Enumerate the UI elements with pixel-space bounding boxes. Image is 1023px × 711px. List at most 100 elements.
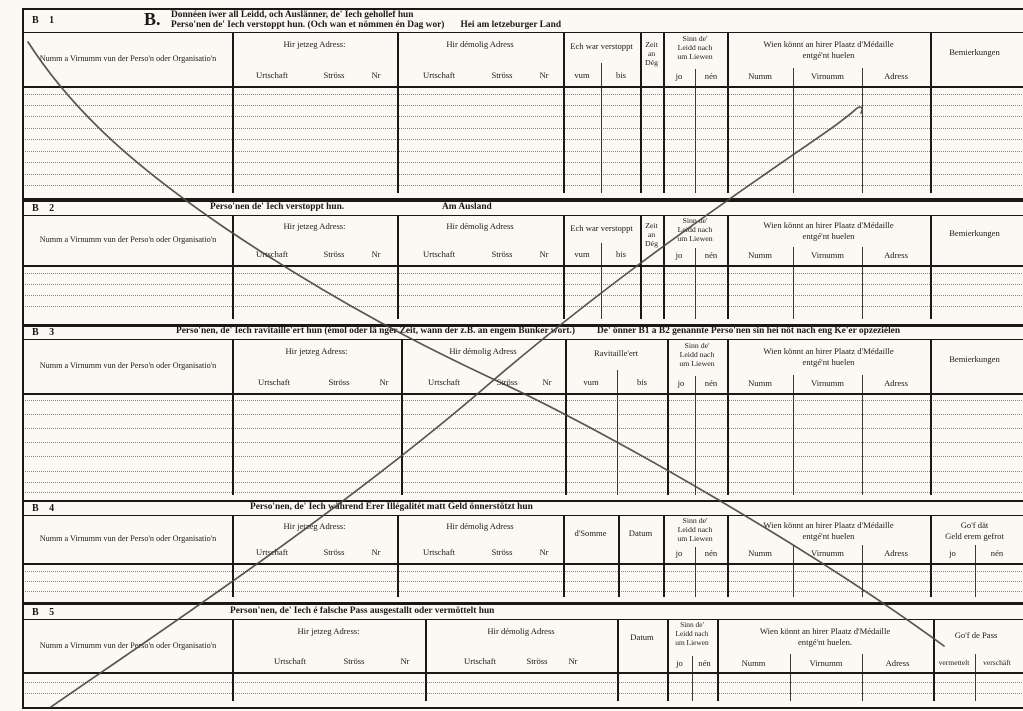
column-divider: [930, 565, 932, 597]
b1-title-line1: Donnéen iwer all Leidd, och Auslänner, d…: [171, 10, 414, 20]
column-divider: [232, 88, 234, 193]
column-divider: [930, 88, 932, 193]
sinn-l3: um Liewen: [677, 51, 713, 61]
b5-demolig-stross: Ströss: [526, 656, 548, 666]
sub-divider: [975, 674, 976, 701]
dotted-line: [25, 105, 1022, 106]
b4-demolig-stross: Ströss: [491, 547, 513, 557]
column-divider: [232, 267, 234, 319]
b5-demolig-urtschaft: Urtschaft: [464, 656, 496, 666]
sub-divider: [862, 88, 863, 193]
dotted-line: [25, 442, 1022, 443]
b1-title-line2: Perso'nen de' Iech verstoppt hun. (Och w…: [171, 20, 561, 30]
sub-divider: [975, 654, 976, 672]
b2-jetzeg-stross: Ströss: [323, 249, 345, 259]
b3-jo: jo: [677, 378, 685, 388]
b2-jo: jo: [675, 250, 683, 260]
b3-col-demolig: Hir démolig Adress: [449, 346, 517, 356]
b3-col-bemierkungen: Bemierkungen: [949, 354, 1000, 364]
sinn-l3: um Liewen: [677, 233, 713, 243]
sub-divider: [617, 395, 618, 495]
b4-gof-l2: Geld erem gefrot: [945, 531, 1004, 541]
b3-col-name: Numm a Virnumm vun der Perso'n oder Orga…: [39, 361, 217, 370]
b3-header-row: Numm a Virnumm vun der Perso'n oder Orga…: [24, 340, 1023, 395]
b5-wien-adress: Adress: [885, 658, 910, 668]
b3-title-part1: Perso'nen, de' Iech ravitaille'ert hun (…: [176, 326, 576, 336]
b4-gof-jo: jo: [949, 548, 956, 558]
column-divider: [397, 88, 399, 193]
sub-divider: [862, 674, 863, 701]
b1-wien-adress: Adress: [884, 71, 908, 81]
b4-header-row: Numm a Virnumm vun der Perso'n oder Orga…: [24, 516, 1023, 565]
section-b5: B 5 Person'nen, de' Iech é falsche Pass …: [22, 603, 1023, 709]
b5-demolig-nr: Nr: [568, 656, 578, 666]
b4-jetzeg-stross: Ströss: [323, 547, 345, 557]
wien-l2: entgé'nt huelen: [802, 357, 855, 367]
b5-title-band: B 5 Person'nen, de' Iech é falsche Pass …: [24, 605, 1023, 620]
dotted-line: [25, 591, 1022, 592]
b4-wien-adress: Adress: [884, 548, 908, 558]
b1-jetzeg-urtschaft: Urtschaft: [256, 70, 288, 80]
dotted-line: [25, 273, 1022, 274]
b5-col-gof-pass: Go'f de Pass: [954, 630, 998, 640]
b5-jetzeg-urtschaft: Urtschaft: [274, 656, 306, 666]
column-divider: [232, 674, 234, 701]
b3-col-sinn: Sinn de' Leidd nach um Liewen: [667, 341, 727, 369]
sub-divider: [862, 395, 863, 495]
sub-divider: [793, 88, 794, 193]
b4-title-band: B 4 Perso'nen, de' Iech während Erer Ill…: [24, 502, 1023, 516]
zeit-l3: Dég: [645, 238, 658, 248]
b1-big-letter: B.: [144, 9, 161, 29]
column-divider: [563, 267, 565, 319]
b2-demolig-stross: Ströss: [491, 249, 513, 259]
column-divider: [401, 395, 403, 495]
dotted-line: [25, 139, 1022, 140]
dotted-line: [25, 94, 1022, 95]
b2-col-name: Numm a Virnumm vun der Perso'n oder Orga…: [39, 235, 217, 244]
b3-vum: vum: [583, 377, 599, 387]
b1-col-jetzeg: Hir jetzeg Adress:: [283, 39, 346, 49]
b1-title-line2-text: Perso'nen de' Iech verstoppt hun. (Och w…: [171, 20, 445, 30]
sub-divider: [695, 395, 696, 495]
b5-wien-virnumm: Virnumm: [809, 658, 843, 668]
dotted-line: [25, 482, 1022, 483]
b1-demolig-nr: Nr: [539, 70, 549, 80]
b3-demolig-stross: Ströss: [496, 377, 518, 387]
b3-bis: bis: [636, 377, 648, 387]
b5-jo: jo: [676, 658, 683, 668]
column-divider: [640, 267, 642, 319]
dotted-line: [25, 284, 1022, 285]
b5-col-demolig: Hir démolig Adress: [487, 626, 555, 636]
b1-header-row: Numm a Virnumm vun der Perso'n oder Orga…: [24, 33, 1023, 88]
b4-gof-nen: nén: [990, 548, 1004, 558]
b2-entry-rows: [24, 267, 1023, 319]
dotted-line: [25, 492, 1022, 493]
sub-divider: [695, 267, 696, 319]
column-divider: [663, 88, 665, 193]
column-divider: [663, 267, 665, 319]
b1-vum: vum: [574, 70, 590, 80]
b2-bis: bis: [615, 249, 627, 259]
dotted-line: [25, 162, 1022, 163]
b5-header-row: Numm a Virnumm vun der Perso'n oder Orga…: [24, 620, 1023, 674]
b2-col-demolig: Hir démolig Adress: [446, 221, 514, 231]
b4-section-label: B 4: [32, 503, 59, 514]
column-divider: [425, 674, 427, 701]
b4-demolig-urtschaft: Urtschaft: [423, 547, 455, 557]
b1-col-name: Numm a Virnumm vun der Perso'n oder Orga…: [39, 54, 217, 63]
b3-nen: nén: [704, 378, 718, 388]
sub-divider: [695, 565, 696, 597]
b4-col-somme: d'Somme: [574, 528, 607, 538]
column-divider: [563, 565, 565, 597]
b2-col-wien: Wien könnt an hirer Plaatz d'Médaille ent…: [727, 220, 930, 242]
b5-col-datum: Datum: [630, 632, 654, 642]
b3-title: Perso'nen, de' Iech ravitaille'ert hun (…: [176, 326, 900, 336]
b2-nen: nén: [704, 250, 718, 260]
sinn-l3: um Liewen: [677, 533, 713, 543]
b5-title: Person'nen, de' Iech é falsche Pass ausg…: [230, 606, 495, 616]
b2-col-verstoppt: Ech war verstoppt: [570, 223, 633, 233]
dotted-line: [25, 456, 1022, 457]
dotted-line: [25, 295, 1022, 296]
dotted-line: [25, 581, 1022, 582]
wien-l2: entgé'nt huelen: [802, 50, 855, 60]
